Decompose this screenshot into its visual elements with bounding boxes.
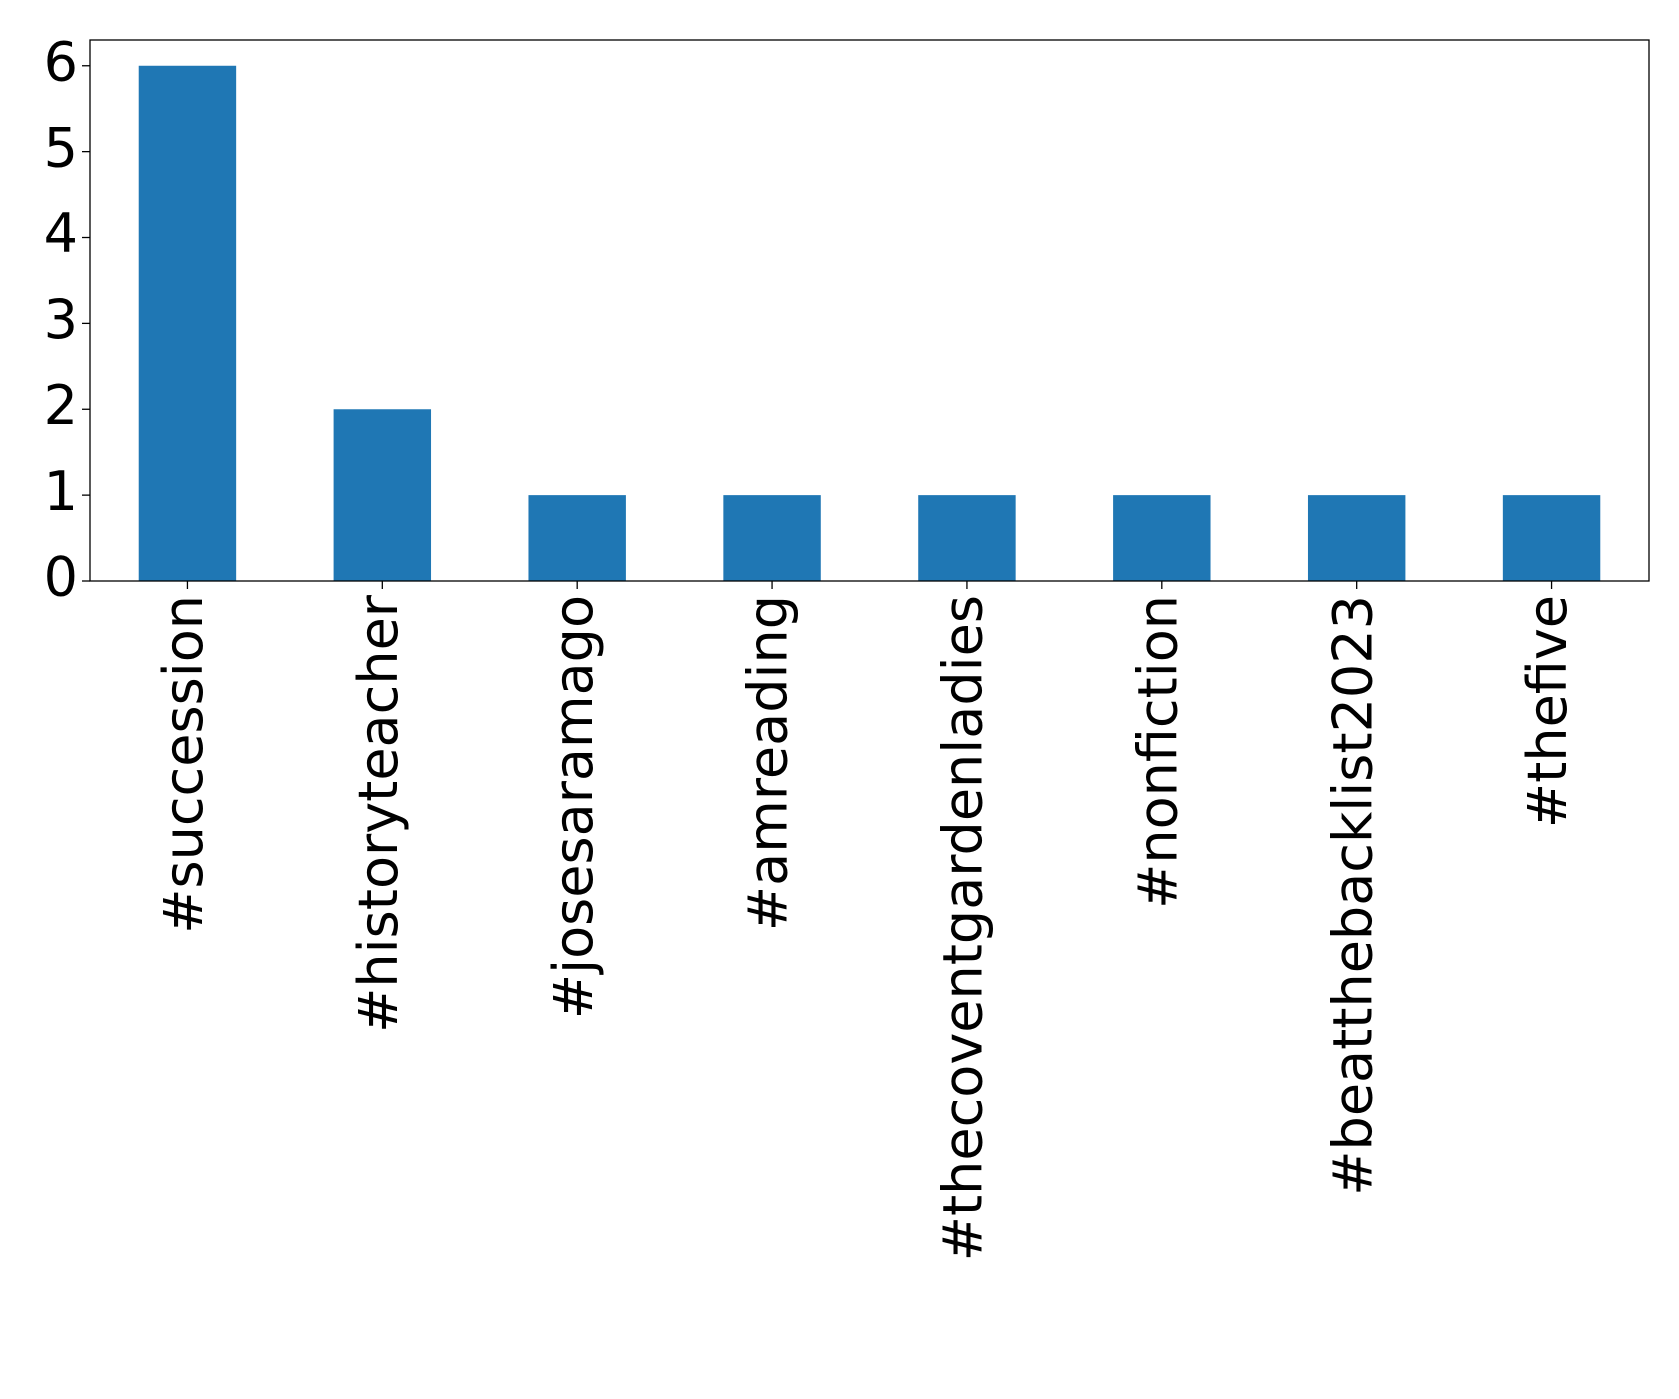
x-tick-label: #thecoventgardenladies <box>932 595 995 1261</box>
y-tick-label: 2 <box>44 374 78 437</box>
bar <box>528 495 626 581</box>
bar <box>723 495 821 581</box>
x-tick-label: #succession <box>152 595 215 934</box>
x-tick-label: #josesaramago <box>542 595 605 1019</box>
bar <box>918 495 1016 581</box>
x-tick-label: #beatthebacklist2023 <box>1321 595 1384 1196</box>
bar <box>1307 495 1406 581</box>
x-tick-label: #nonfiction <box>1126 595 1189 909</box>
y-tick-label: 6 <box>44 30 78 93</box>
plot-frame <box>89 39 1650 582</box>
x-tick-label: #thefive <box>1516 595 1579 828</box>
x-tick-label: #amreading <box>737 595 800 931</box>
y-tick-label: 0 <box>44 546 78 609</box>
y-tick-label: 4 <box>44 202 78 265</box>
y-tick-label: 1 <box>44 460 78 523</box>
bar <box>1113 495 1211 581</box>
y-tick-label: 3 <box>44 288 78 351</box>
bar <box>138 65 237 581</box>
y-tick-label: 5 <box>44 116 78 179</box>
x-tick-label: #historyteacher <box>347 594 410 1033</box>
bar <box>1502 495 1601 581</box>
bar <box>333 409 432 581</box>
